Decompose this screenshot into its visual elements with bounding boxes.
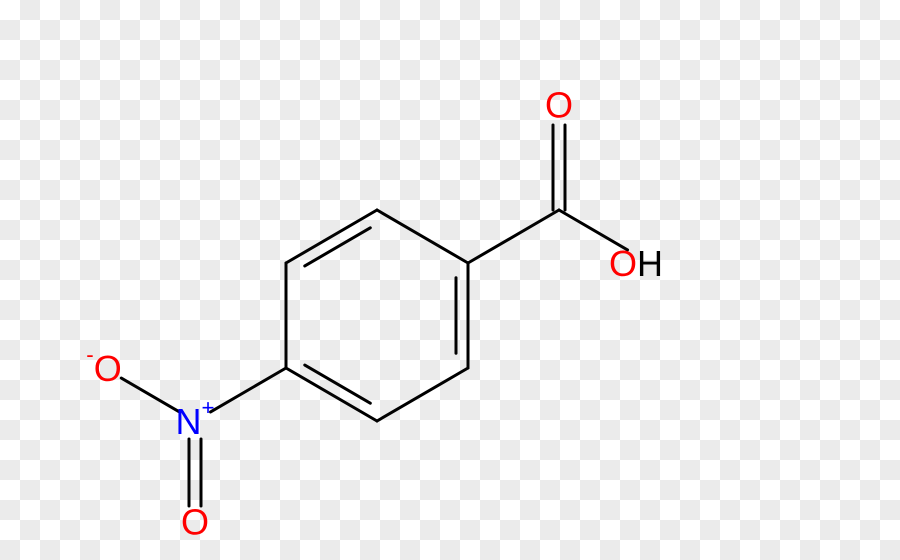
- oxygen-anion-label: -O: [86, 342, 121, 389]
- chemical-structure-diagram: O OH N+ -O O: [0, 0, 900, 560]
- bonds-group: [121, 125, 627, 506]
- hydroxyl-label: OH: [609, 243, 663, 284]
- hydroxyl-O: O: [609, 243, 637, 284]
- nitrogen-label: N+: [175, 395, 214, 442]
- oxygen-nitro-dbl-label: O: [181, 502, 209, 543]
- oxygen-anion-charge: -: [86, 342, 93, 367]
- atom-labels-group: O OH N+ -O O: [86, 85, 663, 543]
- nitrogen-N: N: [175, 401, 201, 442]
- hydroxyl-H: H: [637, 243, 663, 284]
- nitrogen-charge: +: [201, 395, 214, 420]
- oxygen-anion-O: O: [94, 348, 122, 389]
- oxygen-carbonyl-label: O: [545, 85, 573, 126]
